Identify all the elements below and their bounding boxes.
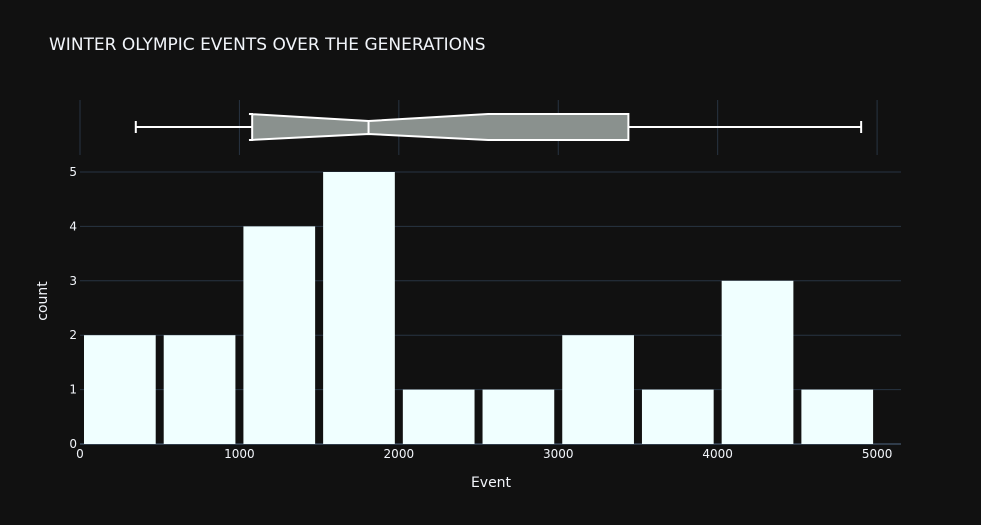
y-tick-0: 0 (69, 437, 77, 451)
x-tick-4000: 4000 (702, 447, 733, 461)
chart-title: WINTER OLYMPIC EVENTS OVER THE GENERATIO… (49, 35, 486, 55)
histogram-bar-1 (84, 335, 156, 444)
y-tick-4: 4 (69, 219, 77, 233)
x-tick-0: 0 (76, 447, 84, 461)
y-tick-2: 2 (69, 328, 77, 342)
histogram-bar-4 (323, 172, 395, 444)
histogram-bar-9 (721, 280, 794, 444)
histogram-bar-3 (243, 226, 316, 444)
histogram-bars (84, 172, 874, 444)
marginal-box-plot (134, 113, 863, 141)
histogram-bar-2 (163, 335, 236, 444)
histogram-bar-5 (402, 389, 475, 444)
x-tick-1000: 1000 (224, 447, 255, 461)
x-tick-5000: 5000 (862, 447, 893, 461)
y-tick-3: 3 (69, 274, 77, 288)
y-tick-labels: 0 1 2 3 4 5 (69, 165, 77, 451)
x-tick-2000: 2000 (384, 447, 415, 461)
y-tick-1: 1 (69, 383, 77, 397)
x-tick-labels: 0 1000 2000 3000 4000 5000 (76, 447, 892, 461)
y-tick-5: 5 (69, 165, 77, 179)
histogram-bar-6 (482, 389, 555, 444)
x-axis-title: Event (471, 475, 512, 491)
box-body (248, 113, 630, 141)
histogram-bar-10 (801, 389, 874, 444)
x-tick-3000: 3000 (543, 447, 574, 461)
histogram-bar-8 (641, 389, 714, 444)
y-axis-title: count (35, 281, 51, 321)
histogram-bar-7 (562, 335, 634, 444)
